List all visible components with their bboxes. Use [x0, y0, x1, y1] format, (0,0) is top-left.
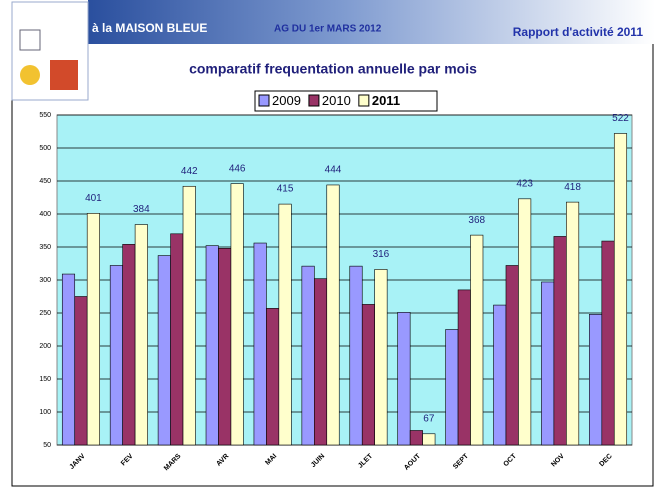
bar: [518, 199, 530, 445]
data-label: 423: [516, 178, 533, 189]
bar: [302, 266, 314, 445]
bar: [123, 244, 135, 445]
legend-label: 2011: [372, 93, 400, 108]
data-label: 401: [85, 193, 102, 204]
bar: [87, 213, 99, 445]
x-tick-label: NOV: [550, 453, 566, 469]
bar: [218, 248, 230, 445]
legend-key: [309, 95, 319, 106]
x-tick-label: AOUT: [403, 452, 422, 471]
bar: [279, 204, 291, 445]
header-left: à la MAISON BLEUE: [92, 21, 207, 35]
bar: [110, 265, 122, 445]
bar: [231, 184, 243, 445]
y-tick-label: 100: [39, 409, 51, 416]
x-tick-label: JUIN: [310, 453, 326, 469]
bar: [362, 304, 374, 445]
y-tick-label: 350: [39, 244, 51, 251]
bar: [135, 225, 147, 445]
bar: [446, 330, 458, 446]
x-tick-label: MARS: [163, 453, 183, 473]
y-tick-label: 450: [39, 178, 51, 185]
y-tick-label: 200: [39, 343, 51, 350]
header-center: AG DU 1er MARS 2012: [274, 24, 382, 35]
x-tick-label: AVR: [215, 453, 230, 468]
bar: [62, 274, 74, 445]
x-tick-label: JLET: [357, 452, 375, 470]
bar: [458, 290, 470, 445]
data-label: 446: [229, 163, 246, 174]
y-tick-label: 550: [39, 112, 51, 119]
legend-key: [359, 95, 369, 106]
bar: [375, 269, 387, 445]
bar: [183, 186, 195, 445]
y-tick-label: 250: [39, 310, 51, 317]
data-label: 384: [133, 204, 150, 215]
bar: [254, 243, 266, 445]
bar: [614, 133, 626, 445]
data-label: 522: [612, 113, 629, 124]
bar: [75, 297, 87, 446]
y-tick-label: 150: [39, 376, 51, 383]
bar: [171, 234, 183, 445]
bar: [423, 434, 435, 445]
bar: [350, 266, 362, 445]
x-tick-label: JANV: [69, 453, 87, 471]
data-label: 444: [325, 165, 342, 176]
bar: [554, 236, 566, 445]
data-label: 316: [373, 249, 390, 260]
chart-title: comparatif frequentation annuelle par mo…: [189, 61, 477, 77]
x-tick-label: FEV: [120, 453, 135, 468]
bar: [566, 202, 578, 445]
bar: [410, 430, 422, 445]
legend-label: 2010: [322, 93, 351, 108]
bar: [158, 256, 170, 445]
bar: [589, 314, 601, 445]
bar: [314, 279, 326, 445]
bar: [506, 265, 518, 445]
data-label: 442: [181, 166, 198, 177]
bar: [398, 312, 410, 445]
y-tick-label: 500: [39, 145, 51, 152]
bar: [327, 185, 339, 445]
logo: [12, 2, 88, 100]
x-tick-label: DEC: [598, 453, 613, 468]
bar: [266, 308, 278, 445]
bar: [471, 235, 483, 445]
data-label: 368: [468, 215, 485, 226]
bar: [541, 282, 553, 445]
x-tick-label: OCT: [503, 452, 519, 468]
data-label: 418: [564, 182, 581, 193]
bar: [494, 305, 506, 445]
data-label: 415: [277, 184, 294, 195]
header-right: Rapport d'activité 2011: [513, 25, 644, 39]
y-tick-label: 300: [39, 277, 51, 284]
slide: à la MAISON BLEUE AG DU 1er MARS 2012 Ra…: [0, 0, 665, 488]
data-label: 67: [423, 413, 435, 424]
bar: [602, 241, 614, 445]
legend-key: [259, 95, 269, 106]
y-tick-label: 50: [43, 442, 51, 449]
x-tick-label: MAI: [264, 453, 278, 467]
y-tick-label: 400: [39, 211, 51, 218]
legend-label: 2009: [272, 93, 301, 108]
bar: [206, 246, 218, 445]
x-tick-label: SEPT: [452, 452, 470, 470]
